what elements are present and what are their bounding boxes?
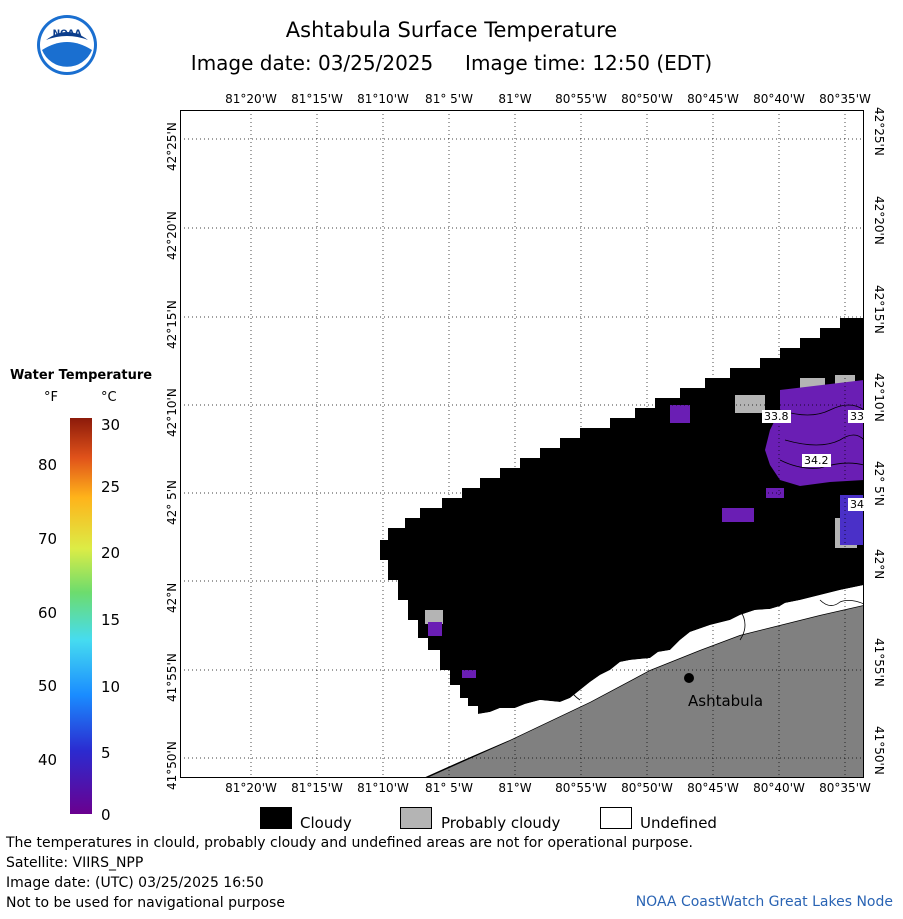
- colorbar-f-label: 40: [38, 751, 58, 769]
- lon-tick-label: 81°W: [498, 92, 532, 106]
- lat-tick-label: 42°15'N: [872, 285, 886, 334]
- cloudy-area: [380, 318, 864, 714]
- colorbar-c-label: 25: [101, 478, 121, 496]
- cloudy-label: Cloudy: [300, 814, 352, 832]
- temp-label: 33: [848, 410, 864, 423]
- land-area: [425, 605, 864, 778]
- image-datetime: Image date: 03/25/2025 Image time: 12:50…: [190, 51, 713, 75]
- grid-lines: [180, 110, 864, 778]
- lat-tick-label: 42°25'N: [872, 107, 886, 156]
- temperature-map: 33.8 33 34.2 34 Ashtabula: [180, 110, 864, 778]
- lon-tick-label: 80°40'W: [753, 781, 805, 795]
- footer-utc-date: Image date: (UTC) 03/25/2025 16:50: [6, 875, 264, 891]
- noaa-logo: NOAA: [36, 14, 98, 76]
- lat-tick-label: 42°15'N: [165, 300, 179, 349]
- colorbar-f-label: 50: [38, 677, 58, 695]
- lat-tick-label: 41°55'N: [165, 653, 179, 702]
- lon-tick-label: 81°15'W: [291, 781, 343, 795]
- footer-satellite: Satellite: VIIRS_NPP: [6, 855, 144, 871]
- colorbar-c-label: 5: [101, 744, 111, 762]
- lon-tick-label: 80°40'W: [753, 92, 805, 106]
- lon-tick-label: 80°35'W: [819, 92, 871, 106]
- colorbar-f-label: 80: [38, 456, 58, 474]
- lon-tick-label: 80°35'W: [819, 781, 871, 795]
- lat-tick-label: 42°20'N: [165, 211, 179, 260]
- colorbar-c-label: 15: [101, 611, 121, 629]
- lat-tick-label: 42°10'N: [872, 373, 886, 422]
- cloudy-swatch: [260, 807, 292, 829]
- lon-tick-label: 81°15'W: [291, 92, 343, 106]
- city-label: Ashtabula: [688, 692, 764, 710]
- logo-text: NOAA: [53, 29, 82, 39]
- temp-label: 33.8: [762, 410, 791, 423]
- unit-fahrenheit: °F: [44, 390, 58, 405]
- footer-disclaimer: The temperatures in clould, probably clo…: [6, 835, 693, 851]
- lat-tick-label: 41°55'N: [872, 638, 886, 687]
- lon-tick-label: 81° 5'W: [425, 92, 473, 106]
- colorbar-f-label: 70: [38, 530, 58, 548]
- colorbar-f-label: 60: [38, 604, 58, 622]
- lon-tick-label: 80°45'W: [687, 781, 739, 795]
- temp-label: 34.2: [802, 454, 831, 467]
- footer-node-credit: NOAA CoastWatch Great Lakes Node: [635, 894, 893, 910]
- temperature-colorbar: [70, 418, 92, 814]
- lon-tick-label: 80°55'W: [555, 92, 607, 106]
- lon-tick-label: 81°20'W: [225, 781, 277, 795]
- lat-tick-label: 42°N: [165, 582, 179, 613]
- lat-tick-label: 42°20'N: [872, 196, 886, 245]
- lat-tick-label: 41°50'N: [165, 741, 179, 790]
- lon-tick-label: 80°45'W: [687, 92, 739, 106]
- lon-tick-label: 80°55'W: [555, 781, 607, 795]
- lon-tick-label: 80°50'W: [621, 92, 673, 106]
- lon-tick-label: 81° 5'W: [425, 781, 473, 795]
- footer-navigation-warning: Not to be used for navigational purpose: [6, 895, 285, 911]
- unit-celsius: °C: [101, 390, 117, 405]
- lat-tick-label: 41°50'N: [872, 726, 886, 775]
- lat-tick-label: 42° 5'N: [165, 480, 179, 525]
- undefined-label: Undefined: [640, 814, 717, 832]
- ashtabula-marker: [684, 673, 694, 683]
- lon-tick-label: 80°50'W: [621, 781, 673, 795]
- colorbar-c-label: 30: [101, 416, 121, 434]
- lon-tick-label: 81°10'W: [357, 781, 409, 795]
- colorbar-c-label: 0: [101, 806, 111, 824]
- contour-lines: [569, 404, 864, 701]
- lat-tick-label: 42°25'N: [165, 122, 179, 171]
- probably-cloudy-label: Probably cloudy: [441, 814, 561, 832]
- lat-tick-label: 42°N: [872, 549, 886, 580]
- legend-title: Water Temperature: [10, 368, 153, 383]
- lon-tick-label: 81°W: [498, 781, 532, 795]
- undefined-area: [440, 585, 864, 770]
- lon-tick-label: 81°10'W: [357, 92, 409, 106]
- page-title: Ashtabula Surface Temperature: [285, 18, 618, 42]
- lat-tick-label: 42°10'N: [165, 388, 179, 437]
- probably-cloudy-swatch: [400, 807, 432, 829]
- lat-tick-label: 42° 5'N: [872, 461, 886, 506]
- temp-label: 34: [848, 498, 864, 511]
- colorbar-c-label: 10: [101, 678, 121, 696]
- undefined-swatch: [600, 807, 632, 829]
- lon-tick-label: 81°20'W: [225, 92, 277, 106]
- colorbar-c-label: 20: [101, 544, 121, 562]
